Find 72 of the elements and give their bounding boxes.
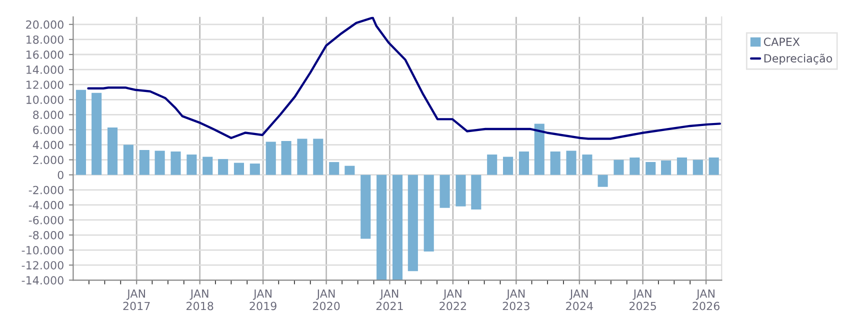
- y-tick-label: 8.000: [33, 110, 64, 120]
- x-tick-label: JAN 2025: [629, 290, 656, 310]
- bar: [661, 160, 672, 175]
- y-tick-label: -2.000: [28, 186, 64, 194]
- legend-label: Depreciação: [764, 54, 832, 65]
- bar: [614, 160, 624, 175]
- bar: [598, 174, 608, 187]
- bar: [376, 174, 387, 280]
- bar: [202, 156, 213, 175]
- y-tick-label: 4.000: [32, 140, 64, 150]
- bar: [92, 92, 102, 175]
- bar: [266, 142, 276, 175]
- bar: [408, 174, 418, 272]
- x-tick-label: JAN 2024: [566, 290, 593, 310]
- y-tick-label: 10.000: [26, 96, 64, 104]
- y-tick-label: 14.000: [26, 66, 64, 74]
- bar: [456, 174, 466, 206]
- y-tick-label: 16.000: [26, 50, 64, 59]
- bar: [471, 174, 482, 210]
- y-tick-label: 18.000: [26, 35, 64, 44]
- bar: [186, 154, 197, 175]
- bar: [139, 150, 150, 175]
- bar: [676, 158, 687, 175]
- bar: [630, 158, 640, 175]
- x-tick-label: JAN 2022: [440, 290, 466, 310]
- bar: [566, 150, 576, 175]
- x-tick-label: JAN 2026: [692, 290, 720, 310]
- y-tick-label: 6.000: [33, 126, 64, 134]
- y-tick-label: 20.000: [26, 20, 64, 29]
- bar: [218, 159, 228, 175]
- bar: [518, 152, 529, 175]
- x-tick-label: JAN 2021: [376, 290, 403, 310]
- bar: [170, 152, 181, 175]
- y-tick-label: -6.000: [28, 216, 64, 224]
- y-tick-label: 12.000: [26, 80, 64, 89]
- bar: [76, 90, 86, 175]
- y-tick-label: -14.000: [22, 276, 64, 285]
- bar: [582, 154, 592, 175]
- x-tick-label: JAN 2018: [186, 290, 214, 310]
- bar: [281, 141, 292, 175]
- x-tick-label: JAN 2017: [123, 290, 150, 310]
- bar: [534, 124, 544, 175]
- x-tick-label: JAN 2019: [250, 290, 276, 310]
- bar: [329, 162, 340, 175]
- bar: [313, 138, 324, 175]
- x-tick-label: JAN 2023: [502, 290, 530, 310]
- y-tick-label: 2.000: [33, 156, 64, 164]
- bar: [503, 156, 514, 175]
- bar: [107, 127, 118, 175]
- bar: [344, 166, 355, 175]
- bar: [123, 144, 134, 175]
- y-tick-label: -12.000: [22, 261, 64, 270]
- bar: [250, 164, 260, 175]
- bar: [392, 174, 403, 280]
- bar: [646, 162, 656, 175]
- bar: [424, 174, 434, 252]
- bar: [692, 160, 703, 175]
- bar: [440, 174, 450, 208]
- line-series: [87, 16, 722, 140]
- y-tick-label: -4.000: [28, 200, 64, 210]
- bar: [297, 138, 308, 175]
- bar: [360, 174, 371, 239]
- legend-label: CAPEX: [764, 38, 800, 46]
- y-tick-label: -10.000: [22, 246, 64, 254]
- bar: [154, 150, 165, 175]
- bar: [550, 152, 560, 175]
- y-tick-label: 0: [58, 170, 64, 180]
- bar: [708, 158, 719, 175]
- bar: [234, 162, 244, 175]
- y-tick-label: -8.000: [28, 230, 64, 240]
- x-tick-label: JAN 2020: [312, 290, 340, 310]
- bar: [487, 154, 498, 175]
